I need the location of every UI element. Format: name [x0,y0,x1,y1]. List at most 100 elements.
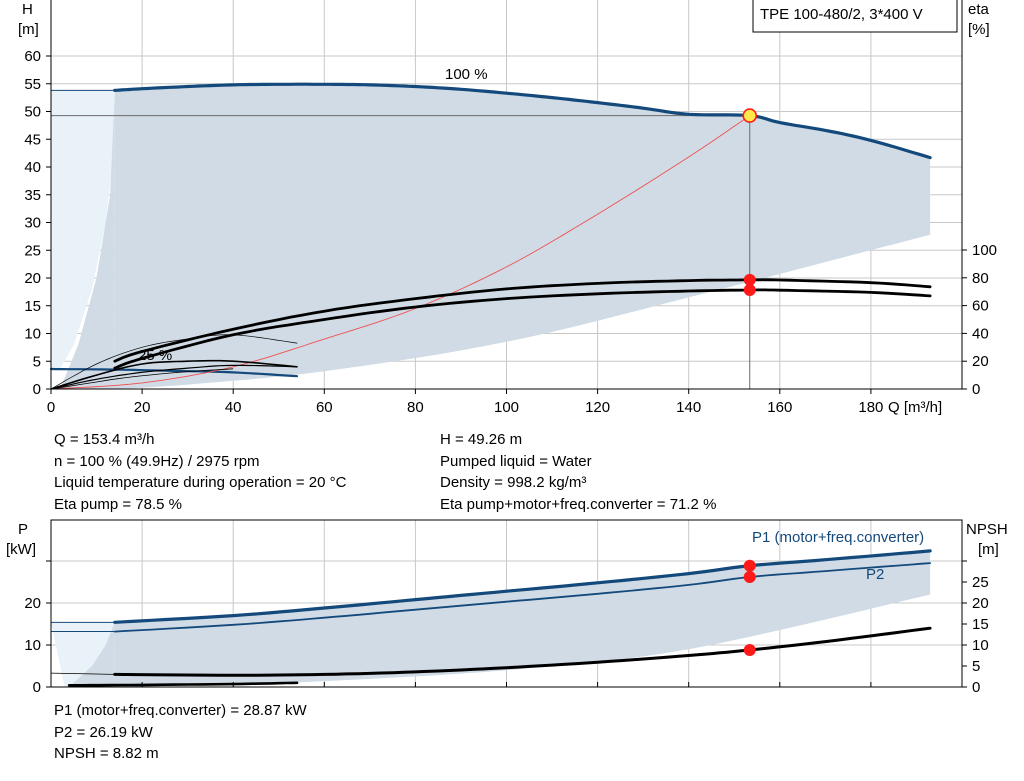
lower-npsh-tick-5: 25 [972,574,989,591]
lower-p-tick-1: 10 [24,637,41,654]
p1-series-label: P1 (motor+freq.converter) [752,529,924,546]
lower-tick-labels: 0 10 20 0 5 10 15 20 25 [24,574,988,696]
npsh-extension [50,672,115,675]
npsh-axis-title: NPSH [966,521,1008,538]
upper-eta-tick-5: 100 [972,242,997,259]
series-p-25- [67,681,299,687]
series-npsh [113,626,932,677]
upper-eta-tick-0: 0 [972,381,980,398]
upper-h-tick-5: 25 [24,242,41,259]
info-block-power: P1 (motor+freq.converter) = 28.87 kW P2 … [54,700,307,765]
upper-x-tick-0: 0 [47,399,55,416]
title-box: TPE 100-480/2, 3*400 V [752,0,958,33]
q-axis-label: Q [m³/h] [888,399,942,416]
series-eta-low-speed- [50,334,298,390]
series-p2 [113,562,931,633]
op-marker-eta-total [743,284,756,297]
lower-npsh-tick-0: 0 [972,679,980,696]
series-25- [49,367,299,378]
series-system-curve [50,115,751,390]
series-100- [113,82,932,160]
upper-x-tick-1: 20 [134,399,151,416]
upper-h-tick-6: 30 [24,215,41,232]
lower-p-tick-0: 0 [33,679,41,696]
upper-tick-labels: 0 20 40 60 80 100 120 140 160 180 0 5 10 15 20 25 30 35 40… [24,48,997,416]
npsh-axis-unit: [m] [978,541,999,558]
lower-p-tick-2: 20 [24,595,41,612]
info-speed: n = 100 % (49.9Hz) / 2975 rpm [54,452,260,470]
upper-h-tick-2: 10 [24,326,41,343]
lower-curves [50,549,932,687]
upper-area-left-slope [60,90,115,390]
upper-x-tick-9: 180 [858,399,883,416]
upper-x-tick-4: 80 [407,399,424,416]
upper-x-tick-2: 40 [225,399,242,416]
upper-chart: 0 20 40 60 80 100 120 140 160 180 0 5 10 15 20 25 30 35 40… [18,0,997,416]
upper-area-left [51,90,115,370]
p-axis-title: P [18,521,28,538]
upper-h-tick-0: 0 [33,381,41,398]
upper-h-tick-3: 15 [24,298,41,315]
upper-x-tick-6: 120 [585,399,610,416]
upper-eta-tick-3: 60 [972,298,989,315]
info-pumped-liquid: Pumped liquid = Water [440,452,592,470]
info-p2: P2 = 26.19 kW [54,723,153,741]
op-marker-npsh [743,643,756,656]
info-density: Density = 998.2 kg/m³ [440,474,587,491]
lower-npsh-tick-4: 20 [972,595,989,612]
info-eta-pump: Eta pump = 78.5 % [54,495,182,513]
lower-npsh-tick-3: 15 [972,616,989,633]
lower-area-main [114,550,931,687]
series-eta-total-25- [50,364,298,390]
h-axis-unit: [m] [18,21,39,38]
upper-h-tick-10: 50 [24,104,41,121]
series-eta-total-100- [113,288,932,370]
lower-npsh-tick-2: 10 [972,637,989,654]
lower-npsh-tick-1: 5 [972,658,980,675]
upper-x-tick-3: 60 [316,399,333,416]
eta-axis-title: eta [968,1,990,18]
info-block-right: H = 49.26 m Pumped liquid = Water Densit… [440,429,716,515]
upper-eta-tick-4: 80 [972,270,989,287]
info-h: H = 49.26 m [440,431,523,448]
upper-h-tick-12: 60 [24,48,41,65]
lower-area-left-slope [69,622,115,687]
upper-h-tick-7: 35 [24,187,41,204]
eta-low-speed-2 [50,368,234,390]
lower-chart: 0 10 20 0 5 10 15 20 25 P [kW] NPSH [m] P1 (moto… [6,519,1008,696]
upper-h-tick-8: 40 [24,159,41,176]
upper-axes [46,0,967,394]
info-npsh: NPSH = 8.82 m [54,745,159,762]
upper-x-tick-8: 160 [767,399,792,416]
upper-h-tick-4: 20 [24,270,41,287]
curve-label-100: 100 % [445,66,488,83]
info-liquid-temperature: Liquid temperature during operation = 20… [54,474,347,491]
p-axis-unit: [kW] [6,541,36,558]
upper-operating-area [51,84,931,390]
upper-h-tick-1: 5 [33,353,41,370]
eta-axis-unit: [%] [968,21,990,38]
p2-series-label: P2 [866,566,884,583]
upper-curves [49,82,932,390]
op-marker-eta-pump [743,273,756,286]
op-marker-p1 [743,559,756,572]
series-eta-pump-25- [50,359,298,390]
curve-label-25: 25 % [138,347,172,364]
upper-eta-tick-1: 20 [972,353,989,370]
op-marker-h [742,108,758,123]
series-eta-pump-100- [113,278,932,363]
lower-operating-area [51,550,931,687]
h-axis-title: H [22,1,33,18]
info-eta-total: Eta pump+motor+freq.converter = 71.2 % [440,495,717,513]
upper-eta-tick-2: 40 [972,325,989,342]
info-q: Q = 153.4 m³/h [54,431,155,448]
info-p1: P1 (motor+freq.converter) = 28.87 kW [54,702,307,719]
lower-axes [46,519,967,688]
info-block-left: Q = 153.4 m³/h n = 100 % (49.9Hz) / 2975… [54,429,346,515]
op-marker-p2 [743,571,756,584]
series-p1-motor-freq-converter- [113,549,932,624]
title-box-text: TPE 100-480/2, 3*400 V [760,6,923,23]
upper-h-tick-9: 45 [24,131,41,148]
upper-x-tick-5: 100 [494,399,519,416]
